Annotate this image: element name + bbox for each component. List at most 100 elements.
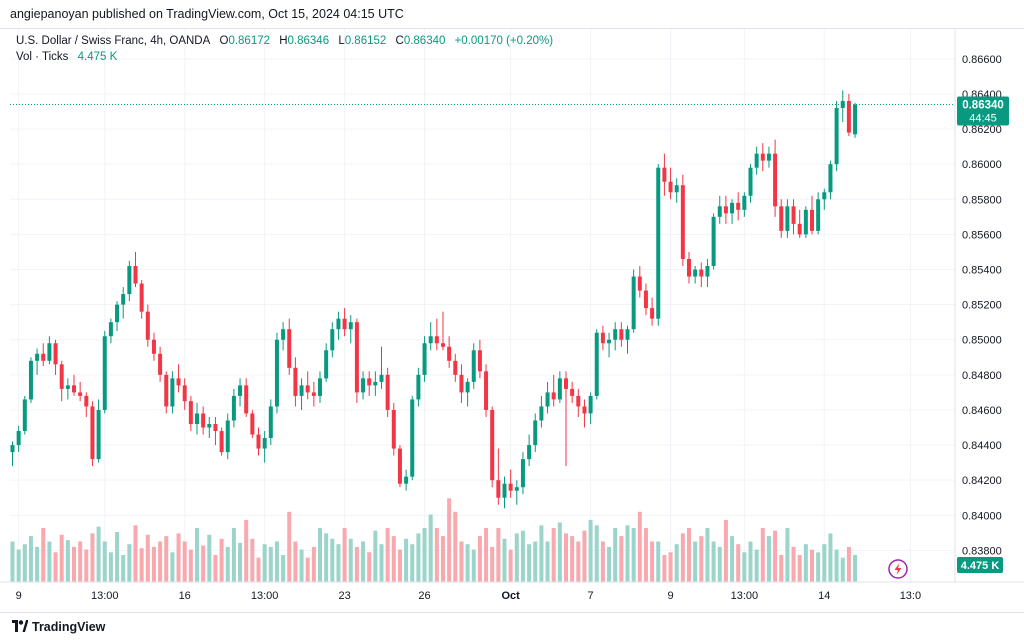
candle[interactable] [219, 427, 224, 456]
candle[interactable] [213, 416, 218, 446]
candle[interactable] [496, 448, 501, 505]
candle[interactable] [16, 425, 21, 453]
candle[interactable] [637, 266, 642, 298]
candle[interactable] [853, 102, 858, 138]
candle[interactable] [65, 378, 70, 400]
candle[interactable] [822, 188, 827, 210]
candle[interactable] [668, 167, 673, 200]
candle[interactable] [619, 322, 624, 347]
candle[interactable] [760, 143, 765, 172]
candle[interactable] [810, 195, 814, 235]
candle[interactable] [151, 332, 156, 361]
candle[interactable] [594, 329, 599, 400]
candle[interactable] [305, 371, 310, 400]
candle[interactable] [748, 164, 753, 203]
candle[interactable] [397, 445, 402, 488]
candle[interactable] [299, 378, 304, 410]
candle[interactable] [465, 378, 470, 407]
candle[interactable] [108, 318, 113, 344]
candle[interactable] [84, 392, 89, 417]
candle[interactable] [379, 346, 384, 389]
candle[interactable] [287, 318, 292, 375]
candle[interactable] [797, 209, 802, 238]
candle[interactable] [410, 395, 415, 481]
candle[interactable] [244, 378, 249, 417]
candle[interactable] [803, 206, 808, 238]
candle[interactable] [238, 378, 243, 407]
candle[interactable] [385, 367, 390, 417]
candle[interactable] [773, 139, 778, 217]
candle[interactable] [373, 371, 378, 396]
candle[interactable] [576, 388, 581, 417]
candle[interactable] [96, 399, 101, 463]
candle[interactable] [10, 441, 15, 467]
candle[interactable] [231, 388, 236, 428]
candle[interactable] [828, 160, 833, 200]
candle[interactable] [225, 413, 230, 460]
candle[interactable] [539, 395, 544, 428]
candle[interactable] [342, 308, 347, 337]
candle[interactable] [680, 174, 685, 266]
candle[interactable] [78, 381, 83, 402]
candle[interactable] [557, 371, 562, 403]
candle[interactable] [717, 195, 722, 224]
candle[interactable] [447, 336, 452, 368]
candle[interactable] [274, 332, 279, 414]
candle[interactable] [293, 357, 298, 407]
candle[interactable] [318, 371, 322, 403]
candle[interactable] [545, 381, 550, 414]
candle[interactable] [201, 406, 206, 435]
candle[interactable] [508, 469, 513, 498]
candle[interactable] [41, 343, 46, 367]
candle[interactable] [477, 339, 482, 379]
candle[interactable] [631, 269, 636, 333]
candle[interactable] [613, 322, 618, 351]
candle[interactable] [367, 371, 372, 396]
candle[interactable] [736, 192, 741, 221]
candle[interactable] [527, 434, 532, 467]
candle[interactable] [324, 343, 329, 382]
candle[interactable] [207, 416, 212, 439]
candle[interactable] [785, 199, 790, 238]
candle[interactable] [361, 371, 366, 400]
candle[interactable] [170, 371, 175, 414]
candle[interactable] [133, 251, 138, 288]
candle[interactable] [625, 325, 630, 354]
candle[interactable] [28, 357, 33, 403]
candle[interactable] [262, 431, 267, 463]
candle[interactable] [256, 427, 261, 456]
candle[interactable] [551, 374, 556, 407]
candle[interactable] [115, 301, 120, 331]
candle[interactable] [268, 399, 273, 446]
candle[interactable] [139, 280, 144, 319]
candle[interactable] [600, 325, 605, 351]
candle[interactable] [330, 322, 335, 358]
candle[interactable] [441, 311, 445, 351]
candle[interactable] [422, 336, 427, 382]
candle[interactable] [484, 364, 489, 417]
candle[interactable] [188, 395, 193, 432]
candle[interactable] [348, 315, 353, 344]
candle[interactable] [176, 364, 181, 393]
candle[interactable] [699, 262, 704, 288]
candle[interactable] [643, 283, 648, 316]
candle[interactable] [471, 343, 476, 389]
candle[interactable] [121, 287, 126, 319]
candle[interactable] [693, 266, 698, 284]
candle[interactable] [59, 360, 64, 402]
candle[interactable] [564, 371, 568, 467]
candle[interactable] [428, 322, 433, 351]
candle[interactable] [766, 146, 771, 168]
candle[interactable] [607, 332, 612, 358]
candle[interactable] [570, 381, 575, 403]
candle[interactable] [164, 371, 169, 414]
candle[interactable] [816, 192, 821, 235]
candle[interactable] [72, 374, 76, 396]
candle[interactable] [582, 399, 587, 428]
candle[interactable] [674, 178, 679, 203]
candle[interactable] [730, 199, 735, 224]
candle[interactable] [656, 164, 661, 326]
candle[interactable] [434, 318, 439, 351]
candle[interactable] [687, 251, 691, 284]
candle[interactable] [705, 258, 710, 288]
